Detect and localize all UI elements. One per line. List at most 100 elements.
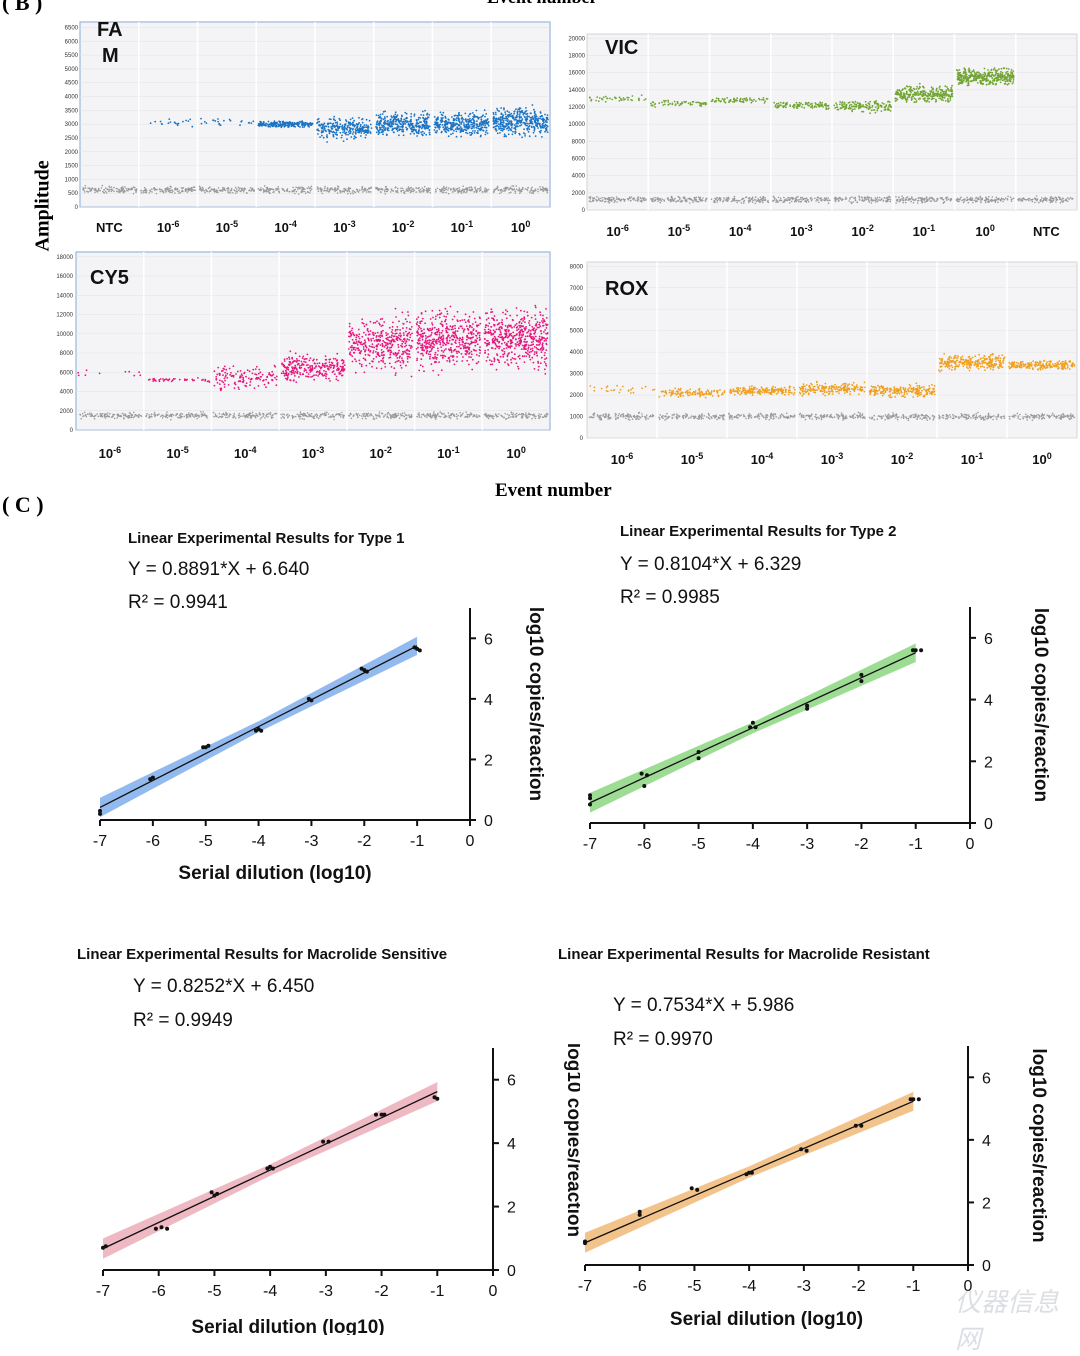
x-tick-label: -2 bbox=[357, 833, 371, 850]
x-tick-label: -2 bbox=[854, 836, 868, 853]
category-label: 10-5 bbox=[166, 445, 188, 461]
y-axis-label: log10 copies/reaction bbox=[1028, 1048, 1049, 1242]
y-tick-label: 0 bbox=[582, 208, 586, 214]
regression-line bbox=[103, 1092, 437, 1249]
x-axis-label: Serial dilution (log10) bbox=[191, 1317, 384, 1335]
y-tick-label: 8000 bbox=[60, 351, 74, 357]
data-point bbox=[588, 793, 592, 797]
y-tick-label: 8000 bbox=[572, 139, 586, 145]
y-tick-label: 1000 bbox=[65, 177, 79, 183]
data-point bbox=[309, 698, 313, 702]
y-tick-label: 18000 bbox=[568, 53, 585, 59]
y-tick-label: 20000 bbox=[568, 36, 585, 42]
y-tick-label: 5000 bbox=[65, 67, 79, 73]
data-point bbox=[321, 1140, 325, 1144]
data-point bbox=[695, 1188, 699, 1192]
data-point bbox=[165, 1227, 169, 1231]
channel-title: FA bbox=[97, 19, 123, 41]
data-point bbox=[690, 1186, 694, 1190]
y-tick-label: 2500 bbox=[65, 136, 79, 142]
plot-area bbox=[587, 262, 1077, 438]
category-label: 10-4 bbox=[274, 219, 296, 235]
panel-b-label: ( B ) bbox=[2, 0, 42, 16]
y-tick-label: 14000 bbox=[56, 293, 73, 299]
category-label: 10-4 bbox=[234, 445, 256, 461]
r-squared: R² = 0.9985 bbox=[620, 587, 720, 608]
data-point bbox=[859, 1124, 863, 1128]
data-point bbox=[642, 784, 646, 788]
regression-equation: Y = 0.8104*X + 6.329 bbox=[620, 554, 801, 575]
data-point bbox=[271, 1167, 275, 1171]
y-tick-label: 3500 bbox=[65, 108, 79, 114]
category-label: 10-2 bbox=[891, 451, 913, 467]
x-axis-label: Serial dilution (log10) bbox=[178, 863, 371, 884]
y-tick-label: 12000 bbox=[568, 105, 585, 111]
y-tick-label: 6000 bbox=[60, 370, 74, 376]
category-label: 10-5 bbox=[668, 223, 690, 239]
panel-b-top-caption: Event number bbox=[487, 0, 598, 8]
data-point bbox=[435, 1097, 439, 1101]
x-tick-label: -5 bbox=[199, 833, 213, 850]
category-label: 100 bbox=[511, 219, 530, 235]
data-point bbox=[919, 648, 923, 652]
y-tick-label: 5000 bbox=[570, 329, 584, 335]
data-point bbox=[215, 1192, 219, 1196]
regression-equation: Y = 0.7534*X + 5.986 bbox=[613, 995, 794, 1016]
data-point bbox=[799, 1147, 803, 1151]
y-tick-label: 4 bbox=[507, 1136, 516, 1153]
x-tick-label: -7 bbox=[93, 833, 107, 850]
category-label: 10-1 bbox=[451, 219, 473, 235]
x-tick-label: -2 bbox=[374, 1283, 388, 1300]
x-axis-label: Serial dilution (log10) bbox=[670, 1309, 863, 1330]
data-point bbox=[588, 803, 592, 807]
data-point bbox=[418, 648, 422, 652]
data-point bbox=[98, 809, 102, 813]
x-tick-label: 0 bbox=[466, 833, 475, 850]
y-tick-label: 6 bbox=[507, 1073, 516, 1090]
x-tick-label: -5 bbox=[207, 1283, 221, 1300]
y-tick-label: 4 bbox=[982, 1133, 991, 1150]
category-label: 100 bbox=[1032, 451, 1051, 467]
data-point bbox=[697, 750, 701, 754]
data-point bbox=[583, 1240, 587, 1244]
data-point bbox=[805, 704, 809, 708]
x-tick-label: -6 bbox=[152, 1283, 166, 1300]
y-tick-label: 2000 bbox=[65, 150, 79, 156]
r-squared: R² = 0.9970 bbox=[613, 1029, 713, 1050]
data-point bbox=[154, 1227, 158, 1231]
x-tick-label: -2 bbox=[851, 1278, 865, 1295]
data-point bbox=[751, 721, 755, 725]
data-point bbox=[917, 1097, 921, 1101]
data-point bbox=[859, 679, 863, 683]
data-point bbox=[638, 1210, 642, 1214]
channel-title: VIC bbox=[605, 37, 638, 59]
category-label: 10-4 bbox=[751, 451, 773, 467]
y-tick-label: 18000 bbox=[56, 255, 73, 261]
y-tick-label: 0 bbox=[507, 1263, 516, 1280]
x-tick-label: -1 bbox=[906, 1278, 920, 1295]
category-label: 10-1 bbox=[961, 451, 983, 467]
data-point bbox=[645, 773, 649, 777]
fam-scatter-plot: 6500600055005000450040003500300025002000… bbox=[40, 14, 555, 254]
category-label: 10-1 bbox=[913, 223, 935, 239]
category-label: 10-1 bbox=[437, 445, 459, 461]
y-tick-label: 500 bbox=[68, 191, 79, 197]
y-tick-label: 2000 bbox=[60, 409, 74, 415]
category-label: 100 bbox=[506, 445, 525, 461]
y-tick-label: 2 bbox=[507, 1200, 516, 1217]
x-tick-label: -1 bbox=[410, 833, 424, 850]
cy5-scatter-plot: 1800016000140001200010000800060004000200… bbox=[40, 244, 555, 474]
y-tick-label: 1000 bbox=[570, 415, 584, 421]
y-tick-label: 2000 bbox=[570, 393, 584, 399]
y-tick-label: 10000 bbox=[568, 122, 585, 128]
y-tick-label: 2 bbox=[484, 752, 493, 769]
category-label: 10-3 bbox=[333, 219, 355, 235]
y-tick-label: 6000 bbox=[65, 39, 79, 45]
y-tick-label: 6000 bbox=[572, 156, 586, 162]
y-tick-label: 5500 bbox=[65, 53, 79, 59]
data-point bbox=[805, 1149, 809, 1153]
data-point bbox=[365, 670, 369, 674]
channel-title: CY5 bbox=[90, 267, 129, 289]
category-label: 10-6 bbox=[157, 219, 179, 235]
category-label: 10-6 bbox=[611, 451, 633, 467]
